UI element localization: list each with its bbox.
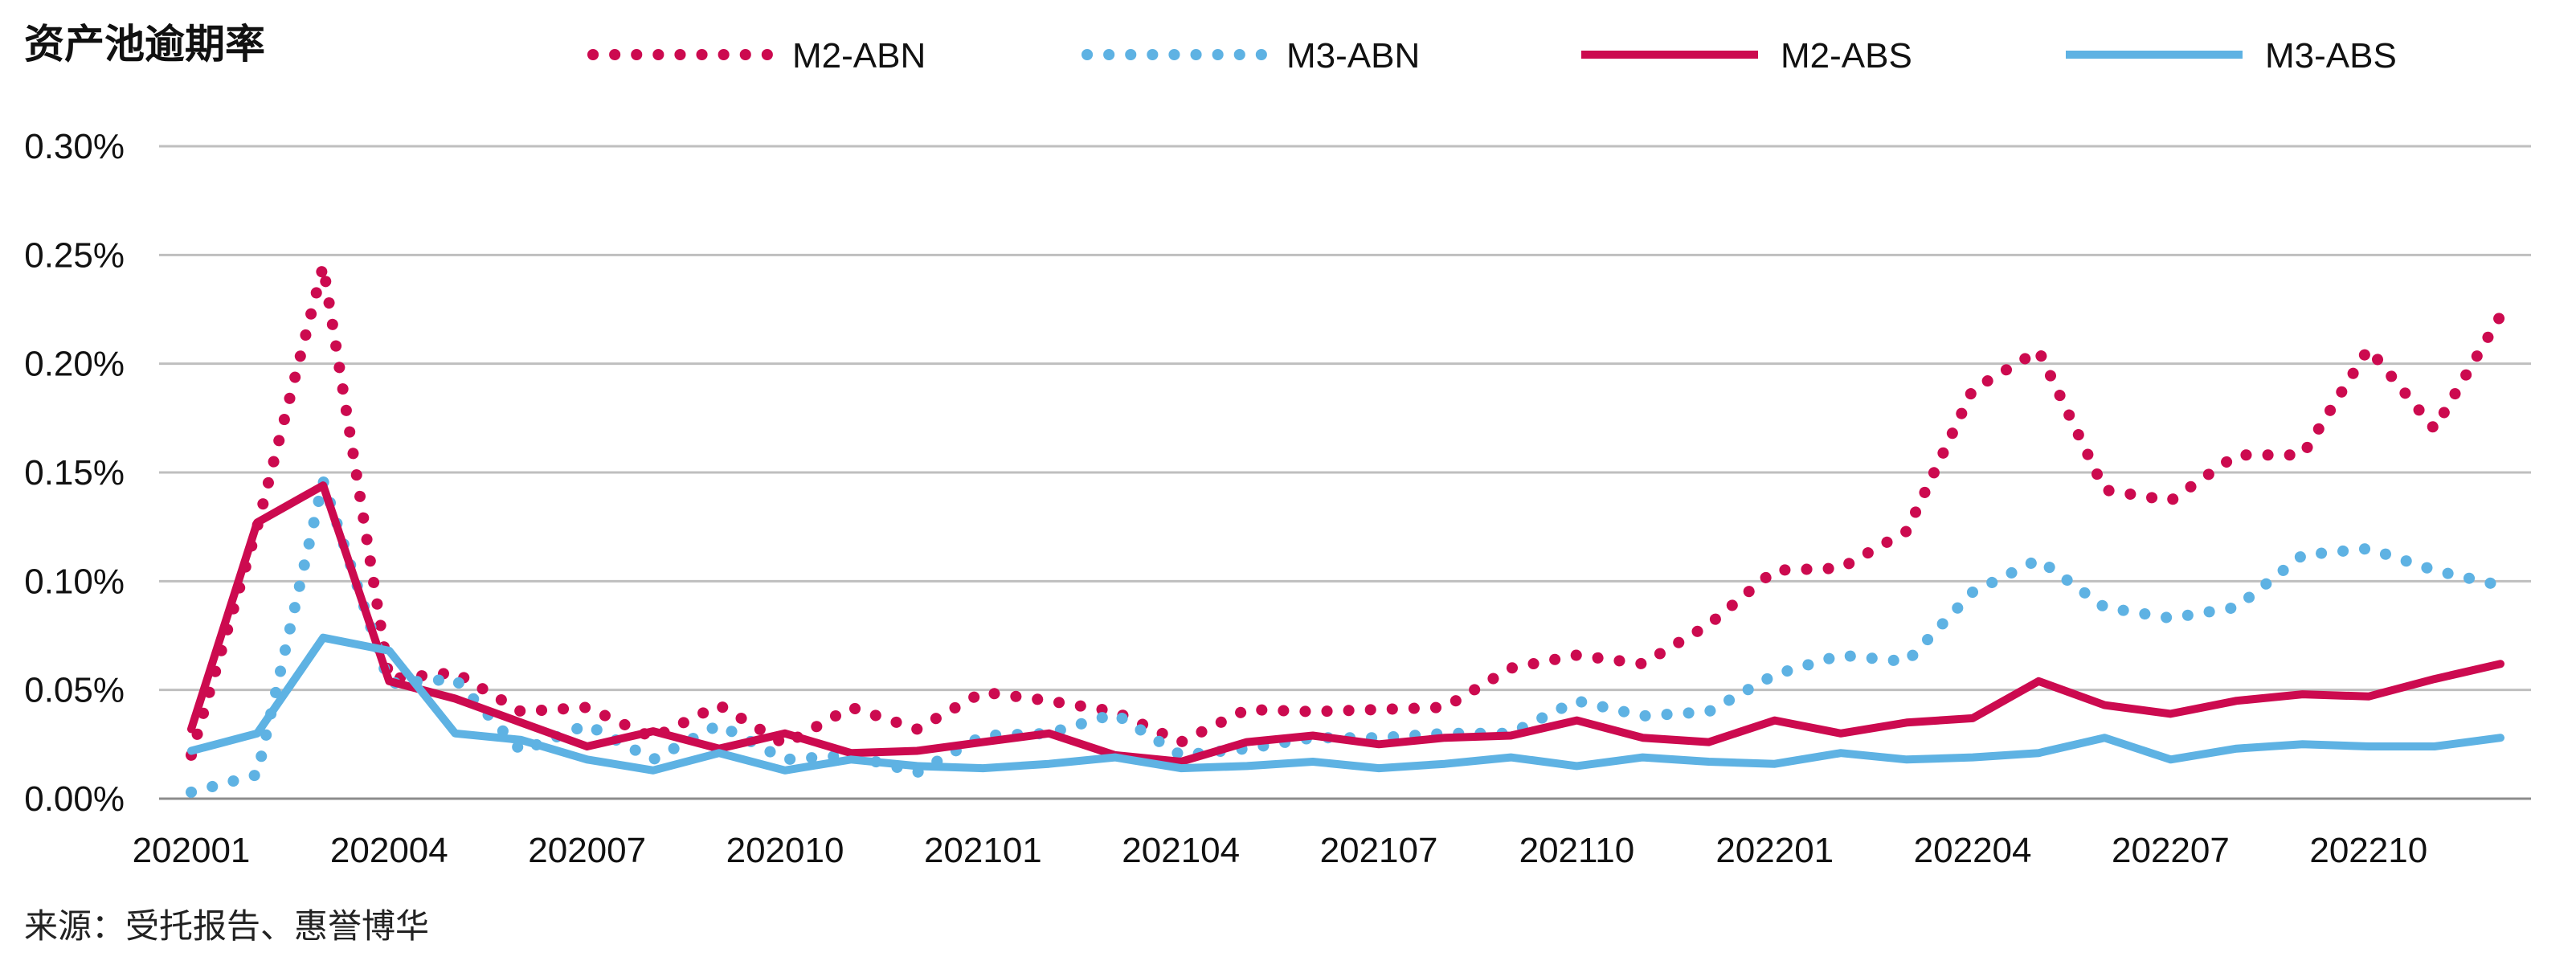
series-line-m2-abn: [186, 260, 2506, 761]
legend-item-m2-abs: M2-ABS: [1581, 36, 1912, 76]
y-tick-label: 0.15%: [24, 453, 125, 493]
x-tick-label: 202001: [133, 831, 251, 870]
x-tick-label: 202004: [330, 831, 448, 870]
series-group: [186, 260, 2506, 798]
x-tick-label: 202010: [726, 831, 844, 870]
x-tick-label: 202007: [528, 831, 646, 870]
x-tick-label: 202107: [1320, 831, 1438, 870]
series-line-m2-abs: [187, 481, 2504, 766]
grid: [159, 145, 2531, 800]
legend-label: M2-ABS: [1781, 36, 1912, 76]
legend-label: M3-ABN: [1286, 36, 1420, 76]
x-tick-label: 202201: [1715, 831, 1834, 870]
chart-title: 资产池逾期率: [24, 21, 265, 67]
series-line-m3-abs: [187, 633, 2504, 775]
legend-item-m2-abn: M2-ABN: [587, 36, 926, 76]
y-tick-label: 0.30%: [24, 127, 125, 166]
legend-label: M2-ABN: [792, 36, 926, 76]
legend: M2-ABN M3-ABN M2-ABS M3-ABS: [587, 36, 2397, 76]
x-tick-label: 202110: [1519, 831, 1635, 870]
x-tick-label: 202204: [1914, 831, 2032, 870]
legend-item-m3-abs: M3-ABS: [2066, 36, 2397, 76]
x-axis-ticks: 202001 202004 202007 202010 202101 202104 2021…: [133, 831, 2428, 870]
legend-label: M3-ABS: [2265, 36, 2397, 76]
y-tick-label: 0.05%: [24, 671, 125, 710]
x-tick-label: 202210: [2309, 831, 2427, 870]
x-tick-label: 202104: [1122, 831, 1240, 870]
y-tick-label: 0.25%: [24, 235, 125, 275]
y-axis-ticks: 0.00% 0.05% 0.10% 0.15% 0.20% 0.25% 0.30%: [24, 127, 125, 819]
y-tick-label: 0.20%: [24, 345, 125, 384]
y-tick-label: 0.10%: [24, 562, 125, 601]
x-tick-label: 202101: [924, 831, 1042, 870]
x-tick-label: 202207: [2112, 831, 2230, 870]
legend-item-m3-abn: M3-ABN: [1082, 36, 1420, 76]
source-note: 来源：受托报告、惠誉博华: [24, 906, 429, 946]
y-tick-label: 0.00%: [24, 779, 125, 819]
